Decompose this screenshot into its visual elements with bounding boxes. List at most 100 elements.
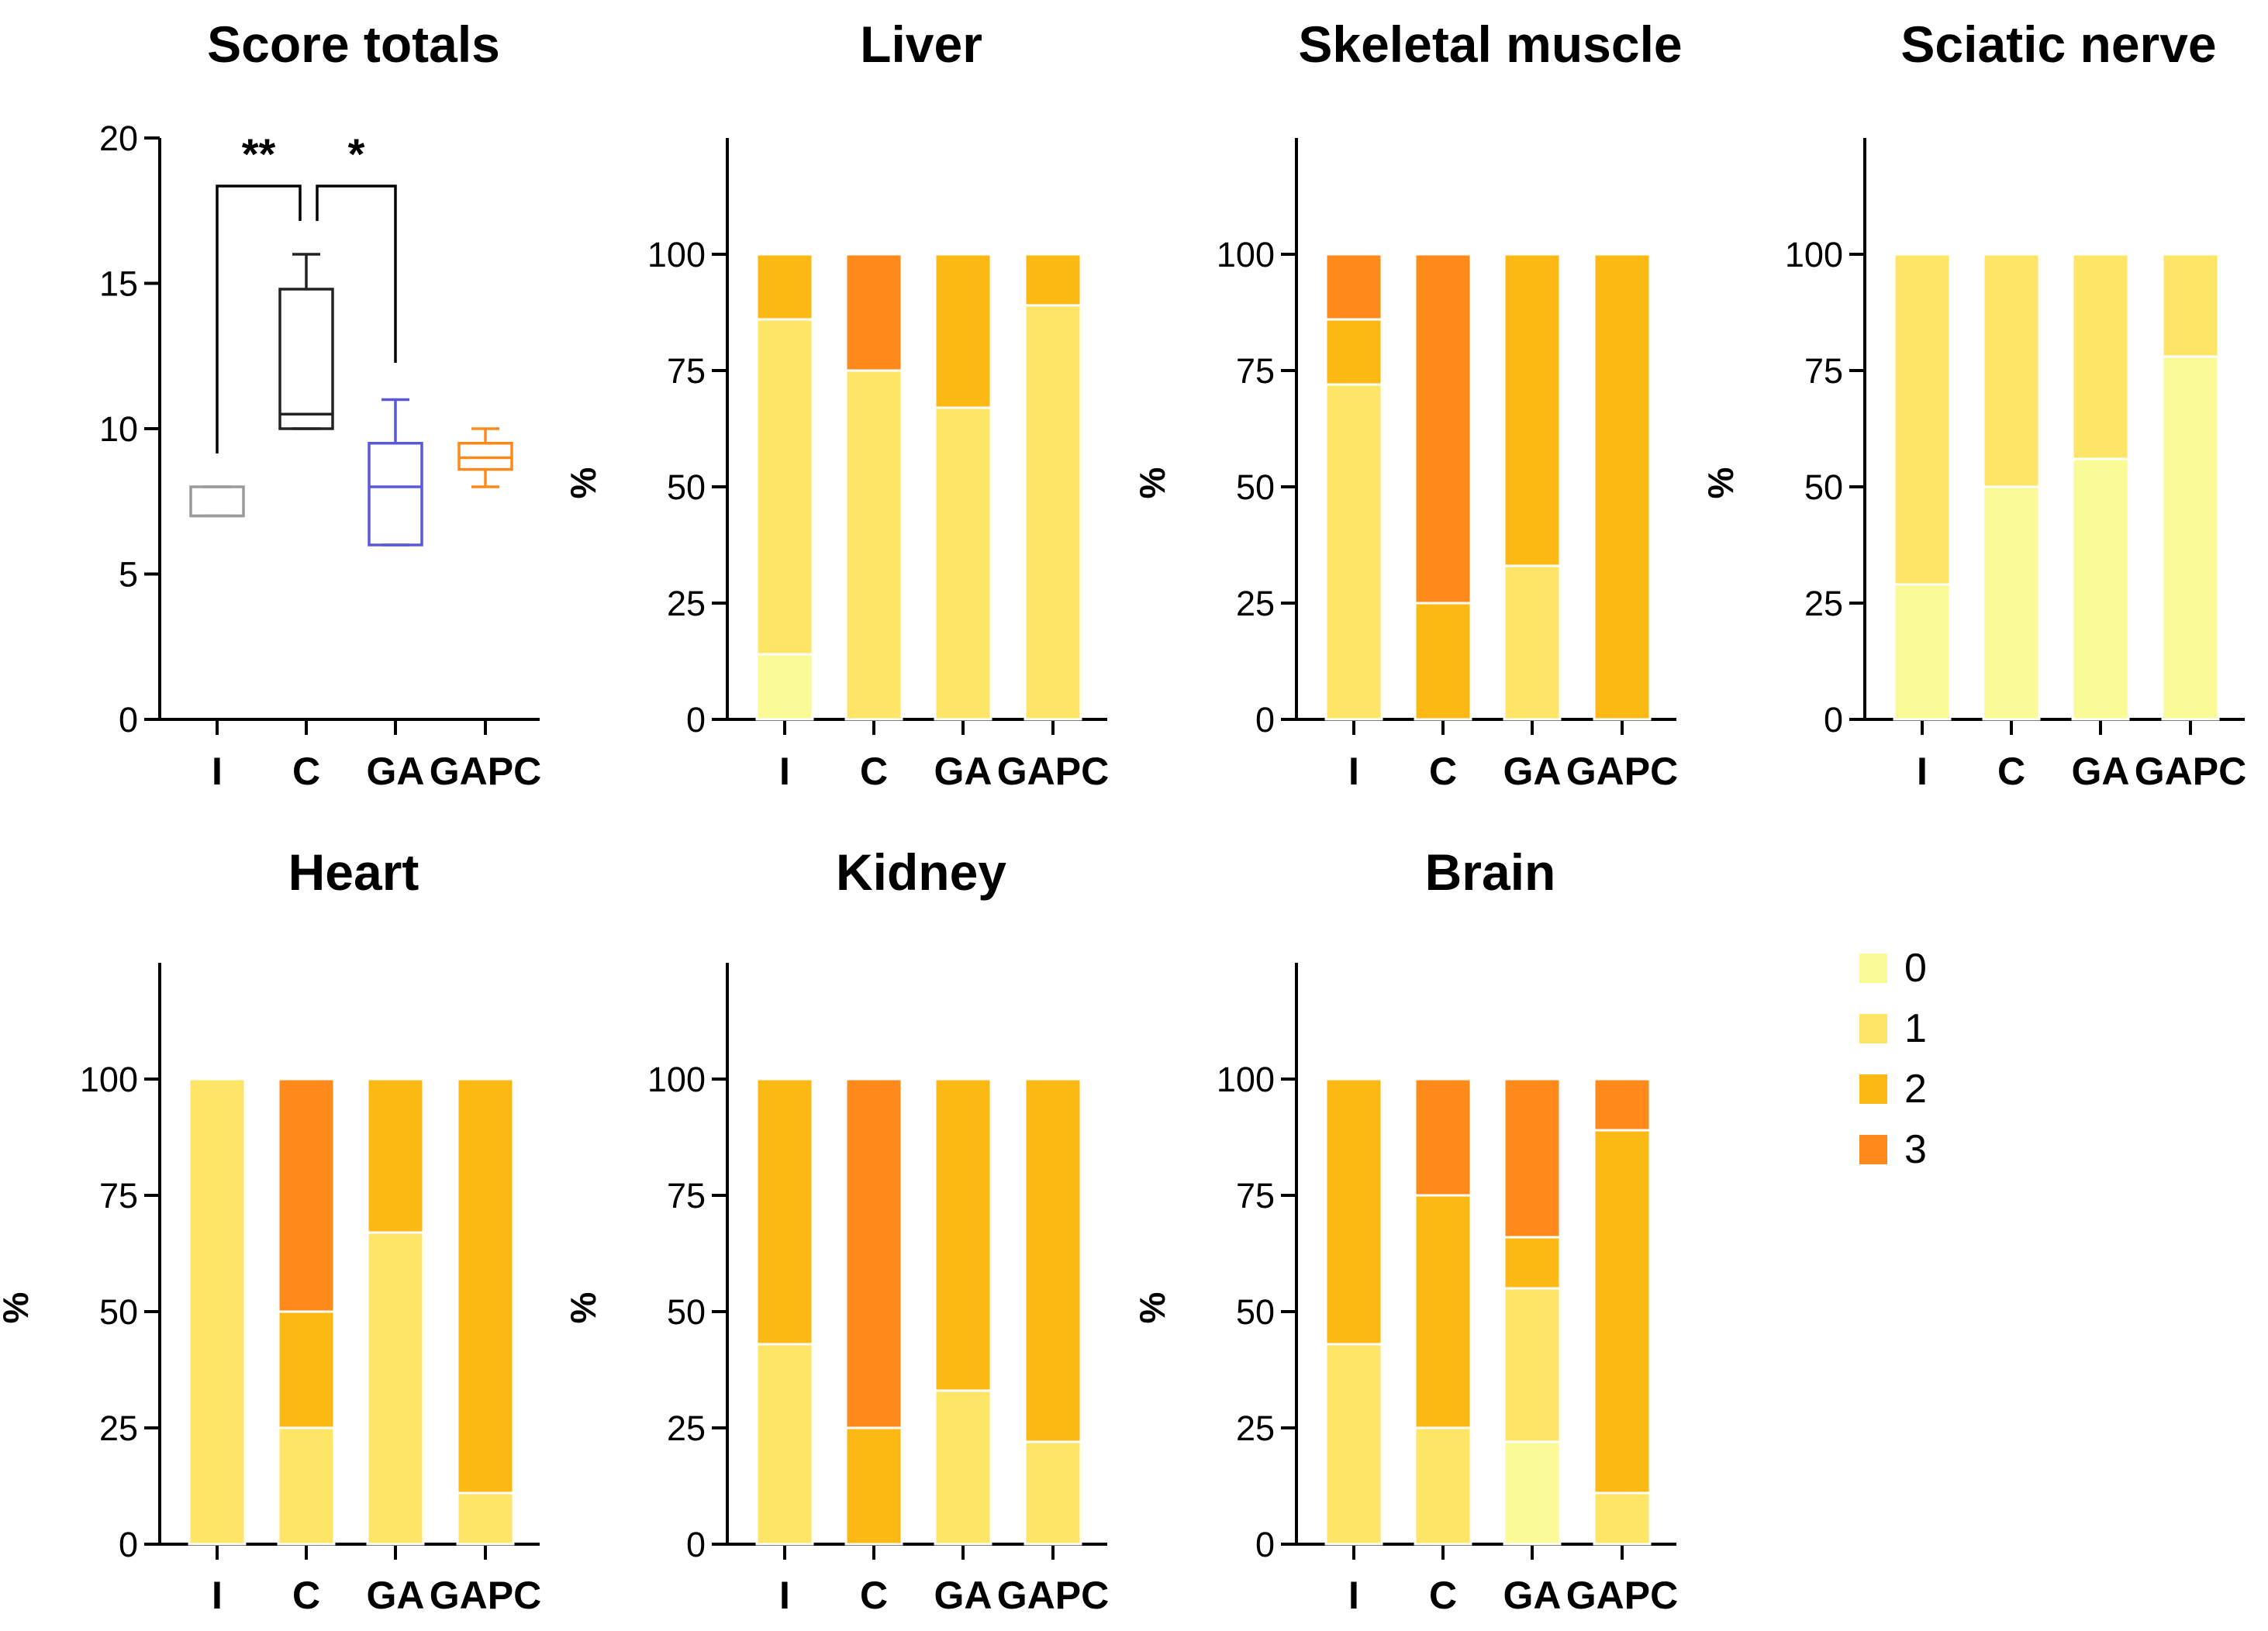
x-tick-label: GAPC (2135, 750, 2246, 793)
y-tick-label: 25 (667, 1409, 706, 1448)
x-tick-label: C (1429, 750, 1457, 793)
x-tick-label: GA (934, 750, 992, 793)
panel-title: Liver (860, 16, 982, 73)
legend-label: 2 (1904, 1067, 1927, 1112)
x-tick-label: C (292, 1574, 320, 1617)
bar-segment-score-2 (1414, 1194, 1472, 1429)
panel-1: Liver 0 25 50 75 100% I C GA GAPC (563, 16, 1109, 793)
y-tick-label: 75 (667, 1176, 706, 1215)
y-tick-label: 10 (99, 409, 138, 449)
bar-segment-score-1 (755, 318, 814, 656)
significance-bracket (216, 184, 302, 453)
x-tick-label: C (860, 1574, 888, 1617)
y-tick-label: 50 (667, 1292, 706, 1332)
legend-label: 1 (1904, 1006, 1927, 1051)
bar-segment-score-0 (755, 653, 814, 721)
x-tick-label: GAPC (430, 750, 541, 793)
bar-segment-score-2 (1593, 1129, 1652, 1495)
x-tick-label: GAPC (1566, 750, 1678, 793)
y-tick-label: 25 (99, 1409, 138, 1448)
x-tick-label: C (1429, 1574, 1457, 1617)
y-tick-label: 100 (1217, 1060, 1275, 1099)
panel-title: Skeletal muscle (1298, 16, 1682, 73)
box-GA (368, 398, 423, 547)
bar-segment-score-3 (844, 1078, 903, 1429)
x-tick-label: C (292, 750, 320, 793)
y-tick-label: 75 (667, 351, 706, 391)
bar-segment-score-3 (1414, 1078, 1472, 1197)
bar-segment-score-1 (188, 1078, 247, 1546)
legend-swatch (1859, 1135, 1887, 1164)
x-tick-label: I (1917, 750, 1928, 793)
y-tick-label: 50 (667, 467, 706, 507)
bar-segment-score-1 (1024, 304, 1082, 721)
y-axis-label: % (1700, 467, 1741, 499)
panel-title: Sciatic nerve (1900, 16, 2216, 73)
x-tick-label: C (860, 750, 888, 793)
x-tick-label: GA (1503, 750, 1562, 793)
bar-segment-score-1 (1982, 253, 2041, 488)
bar-segment-score-2 (844, 1426, 903, 1546)
y-tick-label: 75 (99, 1176, 138, 1215)
y-tick-label: 0 (686, 1525, 706, 1564)
x-tick-label: GAPC (997, 1574, 1109, 1617)
bar-segment-score-1 (1503, 564, 1562, 721)
bar-segment-score-1 (277, 1426, 336, 1546)
significance-label: ** (242, 129, 276, 178)
panel-6: Brain 0 25 50 75 100% I C GA GAPC (1132, 843, 1678, 1617)
y-axis-label: % (563, 1292, 603, 1324)
legend-label: 0 (1904, 946, 1927, 991)
x-tick-label: I (779, 1574, 790, 1617)
y-tick-label: 100 (647, 1060, 706, 1099)
y-axis-label: % (1132, 467, 1172, 499)
bar-segment-score-1 (1024, 1440, 1082, 1546)
bar-segment-score-1 (366, 1231, 425, 1546)
bar-segment-score-1 (456, 1491, 515, 1546)
bar-segment-score-3 (1414, 253, 1472, 605)
bar-segment-score-3 (277, 1078, 336, 1313)
y-tick-label: 100 (647, 235, 706, 274)
y-tick-label: 100 (1785, 235, 1843, 274)
bar-segment-score-2 (366, 1078, 425, 1234)
bar-segment-score-3 (844, 253, 903, 372)
x-tick-label: I (1348, 1574, 1359, 1617)
significance-label: * (348, 129, 365, 178)
bar-segment-score-1 (934, 406, 992, 721)
box-iqr (368, 442, 423, 547)
bar-segment-score-1 (844, 369, 903, 721)
bar-segment-score-0 (1503, 1440, 1562, 1546)
y-tick-label: 50 (99, 1292, 138, 1332)
bar-segment-score-2 (934, 1078, 992, 1392)
bar-segment-score-1 (2071, 253, 2130, 460)
bar-segment-score-2 (1324, 318, 1383, 386)
y-tick-label: 50 (1804, 467, 1843, 507)
y-tick-label: 15 (99, 264, 138, 304)
bar-segment-score-0 (2071, 457, 2130, 721)
x-tick-label: I (1348, 750, 1359, 793)
y-tick-label: 75 (1236, 1176, 1275, 1215)
box-GAPC (457, 427, 513, 488)
y-axis-label: % (563, 467, 603, 499)
y-tick-label: 0 (686, 700, 706, 740)
x-tick-label: C (1997, 750, 2025, 793)
y-axis-label: % (0, 1292, 36, 1324)
bar-segment-score-2 (1593, 253, 1652, 721)
bar-segment-score-3 (1324, 253, 1383, 321)
x-tick-label: GA (1503, 1574, 1562, 1617)
panel-title: Brain (1425, 843, 1556, 901)
bar-segment-score-1 (755, 1343, 814, 1546)
box-I (189, 485, 245, 518)
panel-title: Kidney (836, 843, 1006, 901)
bar-segment-score-2 (1503, 253, 1562, 567)
x-tick-label: GAPC (997, 750, 1109, 793)
y-tick-label: 25 (667, 584, 706, 623)
legend-swatch (1859, 953, 1887, 983)
bar-segment-score-1 (1893, 253, 1952, 586)
bar-segment-score-2 (1503, 1236, 1562, 1290)
box-iqr (457, 442, 513, 471)
legend-swatch (1859, 1014, 1887, 1043)
y-tick-label: 0 (119, 1525, 138, 1564)
bar-segment-score-1 (1414, 1426, 1472, 1546)
